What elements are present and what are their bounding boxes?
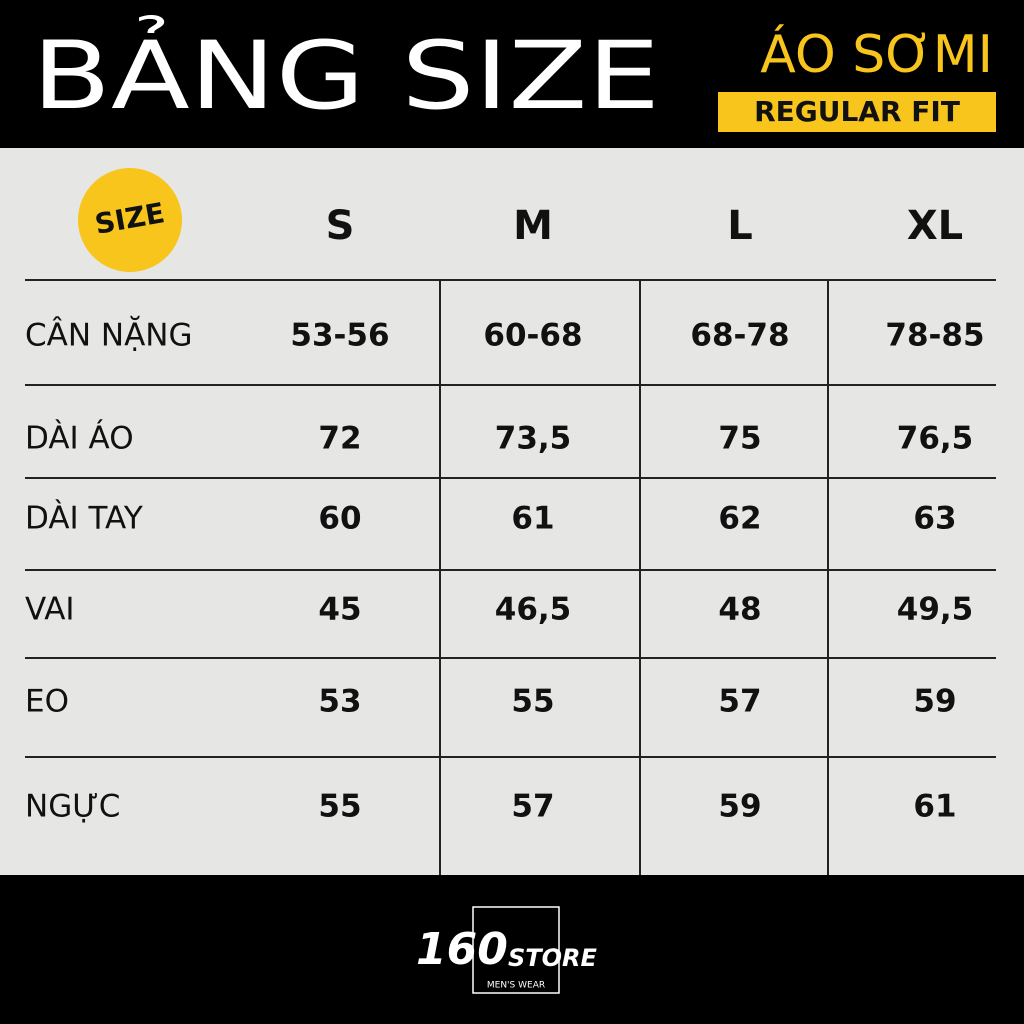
column-header: XL: [907, 203, 963, 249]
cell: 73,5: [495, 421, 572, 457]
cell: 46,5: [495, 592, 572, 628]
cell: 76,5: [897, 421, 974, 457]
cell: 57: [718, 684, 761, 720]
brand-word: STORE: [508, 944, 598, 972]
row-label: DÀI ÁO: [25, 421, 134, 457]
cell: 60-68: [483, 318, 582, 354]
row-label: DÀI TAY: [25, 501, 143, 537]
fit: REGULAR FIT: [754, 95, 960, 128]
cell: 68-78: [690, 318, 789, 354]
cell: 62: [718, 501, 761, 537]
fit-badge: [718, 92, 996, 132]
cell: 53-56: [290, 318, 389, 354]
logo-frame: [472, 906, 560, 994]
row-label: VAI: [25, 592, 75, 628]
cell: 61: [511, 501, 554, 537]
cell: 49,5: [897, 592, 974, 628]
table: S M L XL CÂN NẶNG 53-56 60-68 68-78 78-85 DÀI ÁO 7…: [25, 203, 985, 825]
cell: 45: [318, 592, 361, 628]
cell: 72: [318, 421, 361, 457]
tagline: MEN'S WEAR: [487, 981, 545, 991]
row-label: CÂN NẶNG: [25, 317, 193, 354]
row-label: EO: [25, 684, 69, 720]
cell: 60: [318, 501, 361, 537]
cell: 48: [718, 592, 761, 628]
cell: 59: [913, 684, 956, 720]
cell: 57: [511, 789, 554, 825]
table-bg: [0, 148, 1024, 875]
row-label: NGỰC: [25, 789, 120, 825]
column-header: M: [513, 203, 553, 249]
footer-bg: [0, 875, 1024, 1024]
brand-number: 160: [416, 924, 508, 975]
title: BẢNG SIZE: [32, 14, 660, 131]
cell: 55: [511, 684, 554, 720]
column-header: S: [326, 203, 355, 249]
table-lines: [25, 279, 996, 875]
cell: 59: [718, 789, 761, 825]
cell: 53: [318, 684, 361, 720]
product: ÁO SƠMI: [760, 24, 993, 85]
cell: 55: [318, 789, 361, 825]
size-badge: [78, 168, 182, 272]
cell: 78-85: [885, 318, 984, 354]
column-header: L: [727, 203, 753, 249]
cell: 75: [718, 421, 761, 457]
cell: 63: [913, 501, 956, 537]
cell: 61: [913, 789, 956, 825]
